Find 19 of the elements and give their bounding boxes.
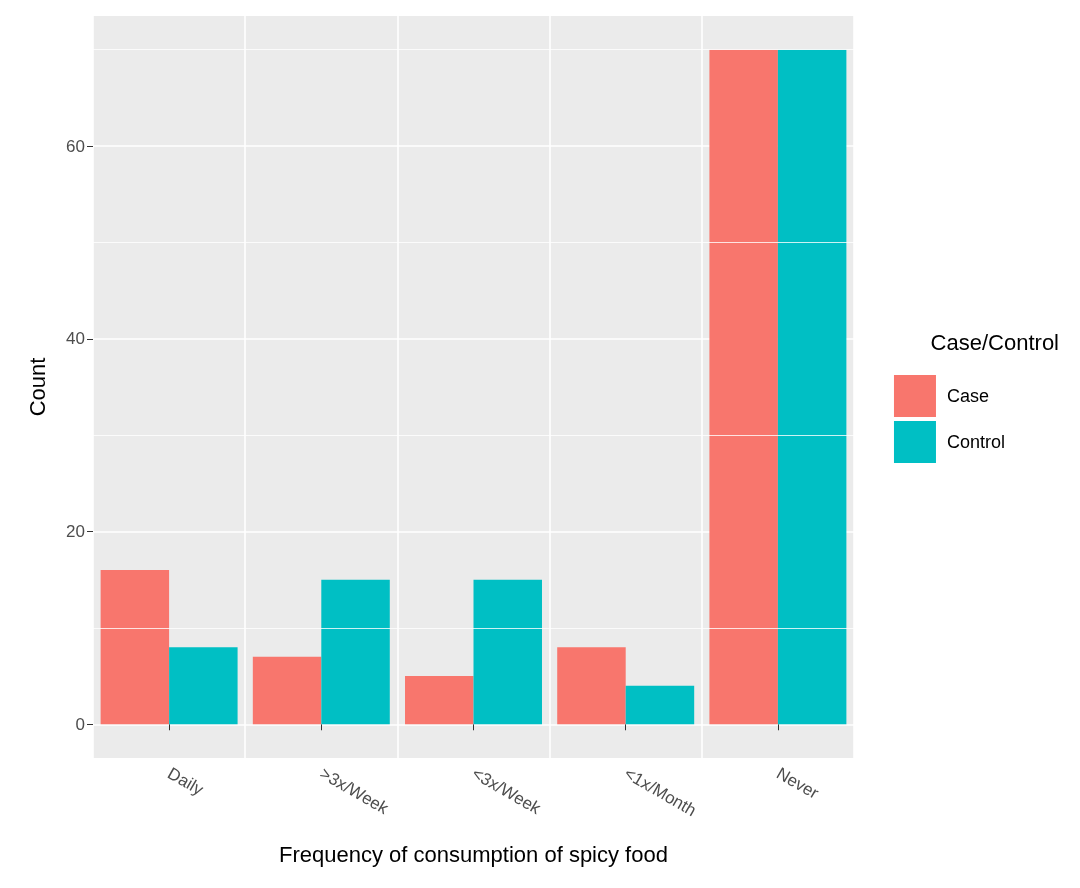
bar [473,579,542,725]
bar [625,685,695,725]
legend-title: Case/Control [930,329,1059,355]
y-tick-label: 40 [66,329,85,349]
y-tick-label: 20 [66,522,85,542]
legend-label: Case [946,386,990,406]
bar [321,579,390,725]
bar [777,49,847,725]
x-axis-title: Frequency of consumption of spicy food [279,841,668,867]
bar [252,656,322,725]
legend-label: Control [946,432,1006,452]
bar [100,570,170,725]
y-axis-title: Count [24,357,50,417]
bar [169,647,238,725]
bar [709,49,778,725]
bar [557,647,626,725]
y-tick-label: 0 [75,714,85,734]
bar [405,676,474,725]
y-tick-label: 60 [66,136,85,156]
